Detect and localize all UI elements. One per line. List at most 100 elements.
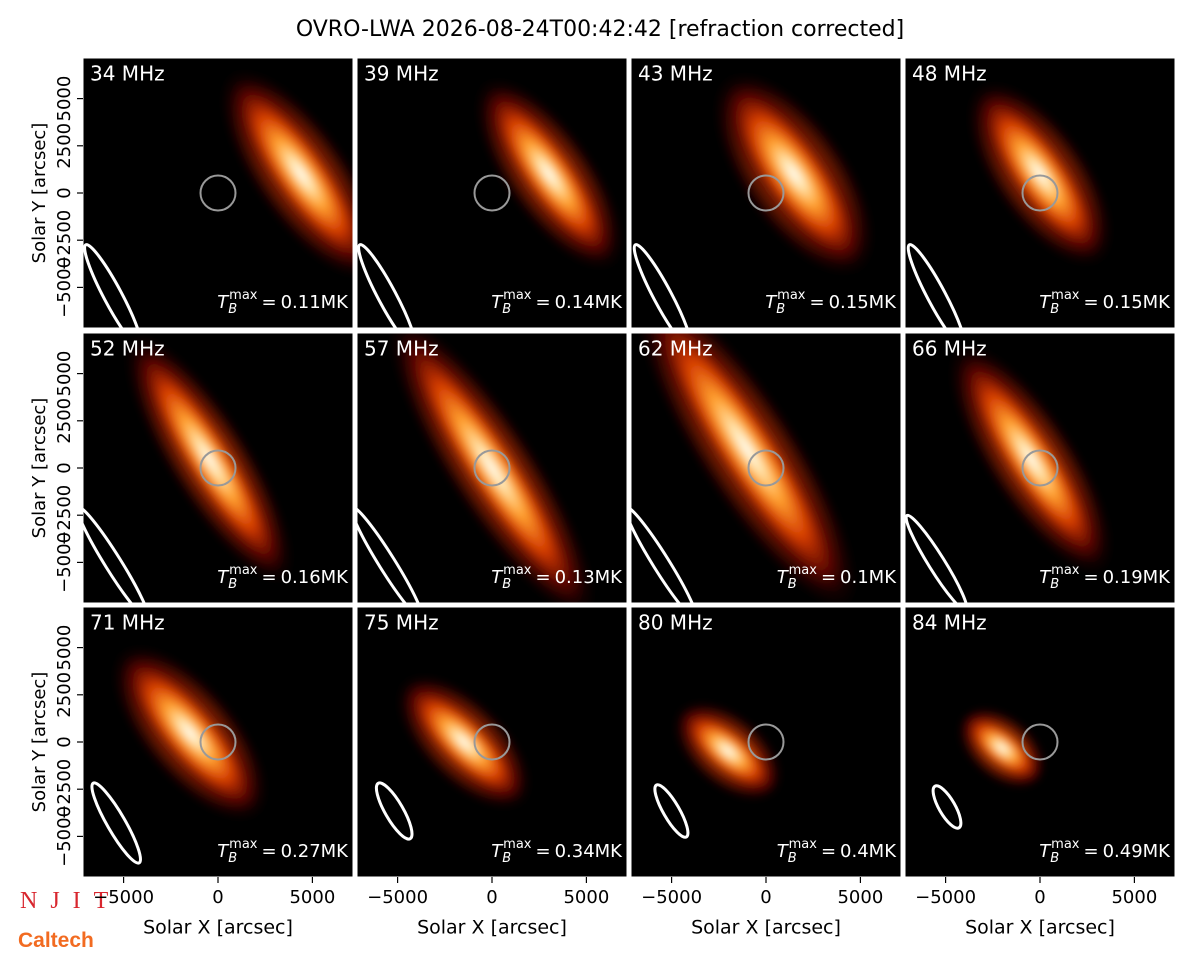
y-axis-label: Solar Y [arcsec] [29,398,50,539]
y-tick-label: 2500 [54,672,75,718]
tb-symbol: T [1039,841,1052,862]
tb-equals: = [821,841,836,862]
tb-superscript: max [229,837,258,852]
tb-equals: = [535,292,550,313]
tb-value: 0.13MK [555,567,624,588]
tb-symbol: T [777,567,790,588]
tb-equals: = [535,567,550,588]
x-tick-label: 0 [212,887,223,908]
emission-source [133,343,285,575]
frequency-label: 48 MHz [912,62,987,86]
solar-disk [1021,723,1059,761]
y-tick-label: 0 [54,736,75,747]
radio-image [653,699,785,839]
tb-value: 0.49MK [1103,841,1172,862]
tb-superscript: max [503,837,532,852]
frequency-label: 66 MHz [912,337,987,361]
tb-superscript: max [1051,837,1080,852]
beam [357,243,417,328]
tb-subscript: B [228,577,237,592]
tb-value: 0.19MK [1103,567,1172,588]
panel: 52 MHz TBmax = 0.16MK −5000−2500 0 25005000Sol… [29,332,354,604]
solar-disk [473,723,511,761]
frequency-label: 43 MHz [638,62,713,86]
tb-equals: = [261,292,276,313]
x-tick-label: 5000 [563,887,609,908]
radio-image [357,333,598,603]
emission-source [483,86,615,262]
solar-disk [747,723,785,761]
tb-subscript: B [502,851,511,866]
panel-border [630,57,902,329]
solar-disk [473,174,511,212]
y-tick-label: −5000 [54,257,75,318]
y-axis-label: Solar Y [arcsec] [29,672,50,813]
beam [906,243,967,328]
tb-equals: = [1083,292,1098,313]
x-tick-label: 0 [486,887,497,908]
solar-disk [199,174,237,212]
emission-source [724,81,864,267]
x-tick-label: 0 [1034,887,1045,908]
beam [931,784,963,830]
tb-equals: = [1083,841,1098,862]
tb-subscript: B [502,577,511,592]
tb-equals: = [261,841,276,862]
solar-disk [1021,449,1059,487]
panel: 39 MHz TBmax = 0.14MK [356,57,628,329]
tb-value: 0.14MK [555,292,624,313]
beam [374,781,414,841]
tb-value: 0.4MK [840,841,897,862]
frequency-label: 84 MHz [912,611,987,635]
solar-disk [199,449,237,487]
tb-subscript: B [1050,302,1059,317]
frequency-label: 80 MHz [638,611,713,635]
tb-subscript: B [776,302,785,317]
tb-superscript: max [1051,288,1080,303]
tb-subscript: B [502,302,511,317]
tb-max-label: TBmax = 0.11MK [217,288,349,317]
beam [905,513,969,603]
radio-image [374,673,533,841]
frequency-label: 57 MHz [364,337,439,361]
tb-symbol: T [1039,567,1052,588]
tb-subscript: B [1050,577,1059,592]
tb-superscript: max [503,563,532,578]
tb-max-label: TBmax = 0.1MK [777,563,898,592]
radio-image [83,66,353,328]
emission-source [647,333,847,597]
emission-source [962,712,1042,784]
panel-border [356,57,628,329]
beam [653,783,690,839]
beam [631,505,699,603]
y-tick-label: −5000 [54,532,75,593]
tb-superscript: max [789,837,818,852]
frequency-label: 34 MHz [90,62,165,86]
tb-max-label: TBmax = 0.15MK [765,288,897,317]
x-axis-label: Solar X [arcsec] [417,917,567,939]
beam [90,781,142,865]
panel: 75 MHz TBmax = 0.34MK −5000 0 5000 Solar X [arc… [356,606,628,939]
x-tick-label: 0 [760,887,771,908]
y-tick-label: −2500 [54,485,75,546]
tb-value: 0.11MK [281,292,350,313]
tb-symbol: T [217,567,230,588]
frequency-label: 71 MHz [90,611,165,635]
tb-max-label: TBmax = 0.19MK [1039,563,1171,592]
x-axis-label: Solar X [arcsec] [691,917,841,939]
emission-source [230,78,353,270]
radio-image [631,333,861,603]
tb-symbol: T [1039,292,1052,313]
frequency-label: 39 MHz [364,62,439,86]
panel: 57 MHz TBmax = 0.13MK [356,332,628,604]
tb-max-label: TBmax = 0.16MK [217,563,349,592]
tb-subscript: B [1050,851,1059,866]
tb-value: 0.15MK [829,292,898,313]
x-tick-label: −5000 [915,887,976,908]
y-tick-label: 2500 [54,398,75,444]
tb-subscript: B [228,851,237,866]
panel-border [356,332,628,604]
logo-njit-text: NJIT [20,888,121,914]
y-tick-label: 0 [54,187,75,198]
